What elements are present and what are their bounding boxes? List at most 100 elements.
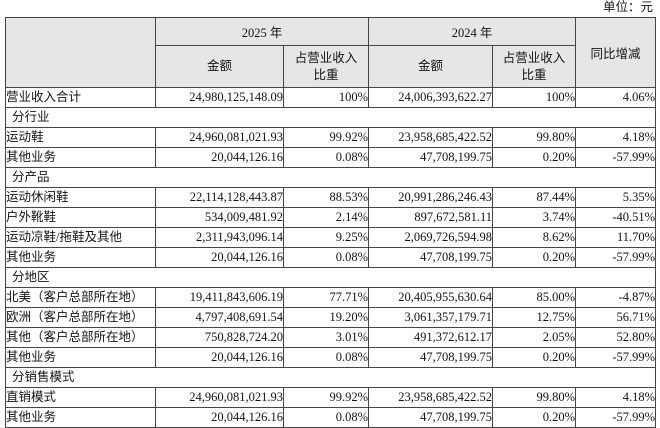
cell-amount-2025: 20,044,126.16	[155, 407, 284, 428]
cell-ratio-2024: 87.44%	[492, 187, 577, 208]
cell-label: 运动鞋	[5, 127, 156, 148]
cell-label: 欧洲（客户总部所在地）	[5, 307, 156, 328]
cell-yoy: 4.18%	[575, 127, 657, 148]
cell-yoy: -57.99%	[575, 347, 657, 368]
cell-label: 其他业务	[5, 147, 156, 168]
cell-label: 其他（客户总部所在地）	[5, 327, 156, 348]
cell-amount-2024: 24,006,393,622.27	[368, 87, 494, 108]
col-header-2025: 2025 年	[154, 17, 370, 46]
cell-amount-2025: 24,960,081,021.93	[155, 387, 284, 408]
header-row-years: 2025 年 2024 年 同比增减	[5, 17, 657, 88]
section-row: 分产品	[4, 167, 657, 188]
cell-ratio-2024: 99.80%	[492, 387, 577, 408]
cell-ratio-2025: 0.08%	[282, 407, 370, 428]
cell-ratio-2025: 3.01%	[282, 327, 370, 348]
cell-label: 运动凉鞋/拖鞋及其他	[5, 227, 156, 248]
cell-amount-2024: 47,708,199.75	[368, 247, 494, 268]
cell-amount-2024: 897,672,581.11	[368, 207, 494, 228]
cell-amount-2025: 22,114,128,443.87	[155, 187, 284, 208]
cell-yoy: 4.18%	[575, 387, 657, 408]
cell-amount-2024: 47,708,199.75	[368, 347, 494, 368]
table-row: 北美（客户总部所在地） 19,411,843,606.19 77.71% 20,405…	[5, 287, 657, 308]
cell-amount-2024: 47,708,199.75	[368, 407, 494, 428]
cell-ratio-2024: 0.20%	[492, 347, 577, 368]
cell-ratio-2024: 3.74%	[492, 207, 577, 228]
table-row: 欧洲（客户总部所在地） 4,797,408,691.54 19.20% 3,061,3…	[5, 307, 657, 328]
col-header-amount-2024: 金额	[368, 45, 494, 88]
cell-amount-2025: 750,828,724.20	[155, 327, 284, 348]
section-row: 分地区	[4, 267, 657, 288]
cell-label: 营业收入合计	[5, 87, 156, 108]
cell-yoy: -57.99%	[575, 407, 657, 428]
cell-amount-2024: 3,061,357,179.71	[368, 307, 494, 328]
cell-amount-2025: 24,980,125,148.09	[155, 87, 284, 108]
cell-ratio-2025: 2.14%	[282, 207, 370, 228]
table-row: 其他业务 20,044,126.16 0.08% 47,708,199.75 0.20%…	[5, 347, 657, 368]
col-header-yoy: 同比增减	[575, 17, 657, 88]
table-row: 运动休闲鞋 22,114,128,443.87 88.53% 20,991,286,2…	[5, 187, 657, 208]
cell-amount-2025: 2,311,943,096.14	[155, 227, 284, 248]
table-row: 其他（客户总部所在地） 750,828,724.20 3.01% 491,372,61…	[5, 327, 657, 348]
corner-cell	[5, 17, 156, 88]
cell-amount-2025: 20,044,126.16	[155, 147, 284, 168]
table-row: 营业收入合计 24,980,125,148.09 100% 24,006,393,62…	[5, 87, 657, 108]
table-row: 其他业务 20,044,126.16 0.08% 47,708,199.75 0.20%…	[5, 147, 657, 168]
col-header-ratio-2025: 占营业收入 比重	[282, 45, 370, 88]
cell-amount-2024: 23,958,685,422.52	[368, 387, 494, 408]
cell-yoy: 52.80%	[575, 327, 657, 348]
cell-ratio-2025: 77.71%	[282, 287, 370, 308]
cell-yoy: 5.35%	[575, 187, 657, 208]
cell-label: 运动休闲鞋	[5, 187, 156, 208]
cell-amount-2025: 24,960,081,021.93	[155, 127, 284, 148]
cell-yoy: 4.06%	[575, 87, 657, 108]
header-row-metrics: 金额 占营业收入 比重 金额 占营业收入 比重	[6, 45, 656, 88]
ratio-header-line2: 比重	[521, 67, 547, 82]
cell-ratio-2025: 99.92%	[282, 387, 370, 408]
cell-ratio-2025: 99.92%	[282, 127, 370, 148]
section-label: 分地区	[4, 267, 657, 288]
cell-ratio-2025: 100%	[282, 87, 370, 108]
cell-ratio-2024: 85.00%	[492, 287, 577, 308]
cell-ratio-2024: 0.20%	[492, 407, 577, 428]
cell-label: 其他业务	[5, 247, 156, 268]
cell-yoy: -57.99%	[575, 247, 657, 268]
col-header-ratio-2024: 占营业收入 比重	[492, 45, 577, 88]
cell-amount-2025: 19,411,843,606.19	[155, 287, 284, 308]
cell-amount-2024: 20,405,955,630.64	[368, 287, 494, 308]
cell-ratio-2024: 100%	[492, 87, 577, 108]
table-row: 直销模式 24,960,081,021.93 99.92% 23,958,685,42…	[5, 387, 657, 408]
table-row: 运动凉鞋/拖鞋及其他 2,311,943,096.14 9.25% 2,069,726…	[5, 227, 657, 248]
cell-ratio-2025: 88.53%	[282, 187, 370, 208]
cell-yoy: -57.99%	[575, 147, 657, 168]
section-row: 分销售模式	[4, 367, 657, 388]
revenue-breakdown-table: 2025 年 2024 年 同比增减 金额 占营业收入 比重 金额 占营业收入 比重…	[4, 17, 657, 428]
table-row: 其他业务 20,044,126.16 0.08% 47,708,199.75 0.20%…	[5, 247, 657, 268]
cell-amount-2024: 47,708,199.75	[368, 147, 494, 168]
cell-ratio-2025: 9.25%	[282, 227, 370, 248]
ratio-header-line1: 占营业收入	[294, 50, 358, 65]
cell-ratio-2024: 8.62%	[492, 227, 577, 248]
cell-yoy: -40.51%	[575, 207, 657, 228]
cell-ratio-2025: 19.20%	[282, 307, 370, 328]
cell-amount-2024: 23,958,685,422.52	[368, 127, 494, 148]
unit-label: 单位：元	[602, 0, 653, 14]
table-row: 运动鞋 24,960,081,021.93 99.92% 23,958,685,422…	[5, 127, 657, 148]
cell-ratio-2024: 2.05%	[492, 327, 577, 348]
cell-ratio-2024: 0.20%	[492, 247, 577, 268]
section-row: 分行业	[4, 107, 657, 128]
cell-ratio-2024: 99.80%	[492, 127, 577, 148]
cell-ratio-2024: 0.20%	[492, 147, 577, 168]
ratio-header-line1: 占营业收入	[502, 50, 566, 65]
cell-yoy: 11.70%	[575, 227, 657, 248]
cell-ratio-2025: 0.08%	[282, 347, 370, 368]
cell-amount-2024: 20,991,286,246.43	[368, 187, 494, 208]
cell-label: 直销模式	[5, 387, 156, 408]
cell-yoy: 56.71%	[575, 307, 657, 328]
table-row: 其他业务 20,044,126.16 0.08% 47,708,199.75 0.20%…	[5, 407, 657, 428]
col-header-amount-2025: 金额	[155, 45, 284, 88]
cell-amount-2025: 20,044,126.16	[155, 347, 284, 368]
cell-label: 北美（客户总部所在地）	[5, 287, 156, 308]
table-row: 户外靴鞋 534,009,481.92 2.14% 897,672,581.11 3.7…	[5, 207, 657, 228]
cell-amount-2025: 534,009,481.92	[155, 207, 284, 228]
cell-amount-2024: 2,069,726,594.98	[368, 227, 494, 248]
